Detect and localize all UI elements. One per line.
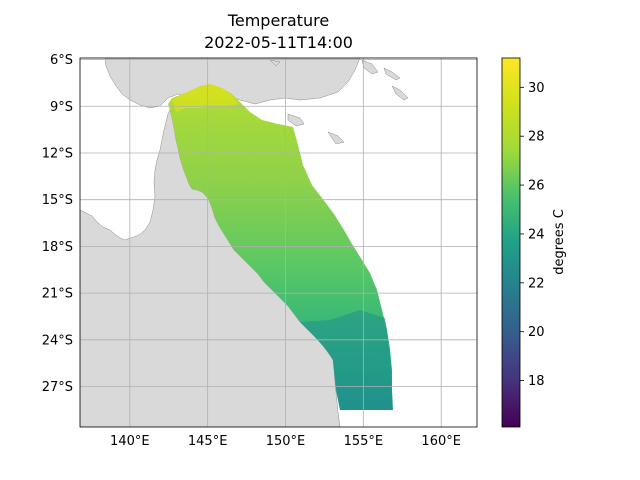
colorbar-ticks: 18 20 22 24 26 28 30 <box>520 81 545 389</box>
y-tick-label: 12°S <box>42 146 73 161</box>
colorbar-label: degrees C <box>552 209 567 275</box>
y-tick-labels: 6°S 9°S 12°S 15°S 18°S 21°S 24°S 27°S <box>42 53 73 395</box>
colorbar-tick-label: 18 <box>528 374 545 389</box>
colorbar-tick-label: 28 <box>528 130 545 145</box>
colorbar <box>501 57 521 428</box>
x-tick-label: 140°E <box>110 434 150 449</box>
x-tick-label: 150°E <box>266 434 306 449</box>
x-tick-label: 160°E <box>421 434 461 449</box>
y-tick-label: 6°S <box>50 53 73 68</box>
y-tick-label: 18°S <box>42 240 73 255</box>
grid-lines <box>80 58 477 427</box>
x-tick-label: 155°E <box>344 434 384 449</box>
map-area <box>80 58 477 427</box>
land-islands <box>269 59 409 145</box>
map-frame <box>79 57 478 428</box>
map-title: Temperature <box>227 11 330 30</box>
y-tick-label: 27°S <box>42 380 73 395</box>
y-tick-label: 21°S <box>42 287 73 302</box>
cool-southern-patch <box>300 310 392 410</box>
colorbar-tick-label: 20 <box>528 325 545 340</box>
colorbar-tick-label: 30 <box>528 81 545 96</box>
x-tick-label: 145°E <box>188 434 228 449</box>
x-tick-labels: 140°E 145°E 150°E 155°E 160°E <box>110 434 461 449</box>
colorbar-tick-label: 22 <box>528 276 545 291</box>
map-subtitle-time: 2022-05-11T14:00 <box>204 33 353 52</box>
colorbar-tick-label: 24 <box>528 227 545 242</box>
warm-northern-patch <box>172 84 238 112</box>
y-tick-label: 9°S <box>50 100 73 115</box>
y-tick-label: 24°S <box>42 333 73 348</box>
y-tick-label: 15°S <box>42 193 73 208</box>
colorbar-tick-label: 26 <box>528 179 545 194</box>
